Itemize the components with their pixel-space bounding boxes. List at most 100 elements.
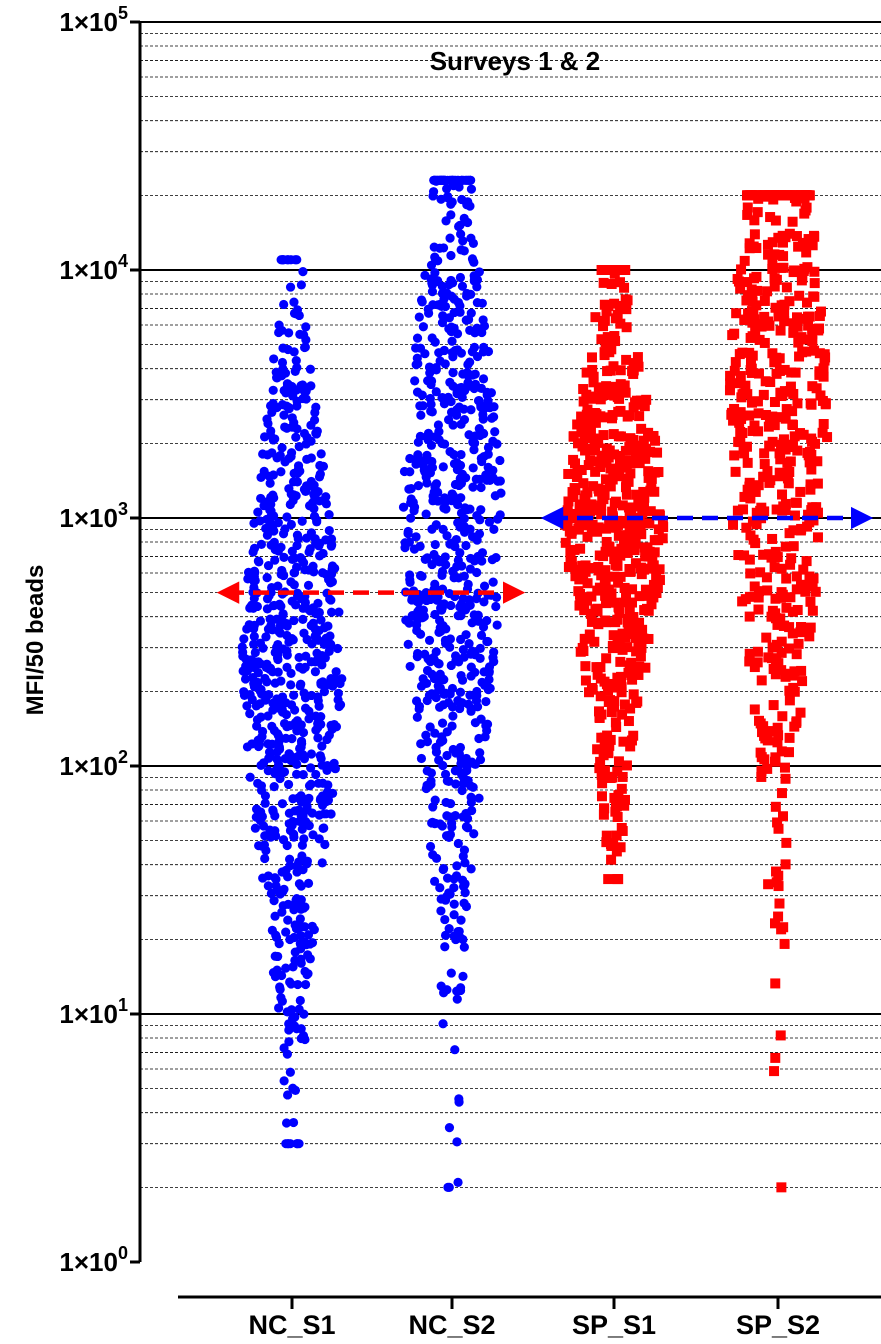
- data-point-SP_S2: [799, 208, 810, 219]
- data-point-NC_S1: [268, 398, 278, 409]
- data-point-NC_S1: [240, 674, 251, 684]
- data-point-SP_S2: [735, 371, 746, 382]
- data-point-SP_S2: [773, 823, 784, 834]
- data-point-SP_S2: [795, 707, 806, 718]
- data-point-NC_S1: [289, 580, 299, 590]
- data-point-SP_S1: [625, 566, 636, 577]
- data-point-NC_S1: [304, 714, 314, 724]
- data-point-NC_S1: [298, 664, 308, 674]
- data-point-NC_S2: [448, 368, 458, 378]
- data-point-SP_S2: [793, 337, 804, 348]
- data-point-SP_S1: [611, 830, 622, 841]
- data-point-NC_S1: [312, 515, 322, 525]
- data-point-SP_S1: [596, 791, 607, 802]
- data-point-NC_S1: [334, 607, 344, 617]
- data-point-SP_S2: [779, 762, 790, 773]
- data-point-NC_S2: [466, 797, 476, 808]
- data-point-NC_S2: [450, 345, 460, 356]
- data-point-NC_S2: [413, 437, 423, 447]
- data-point-NC_S1: [314, 834, 324, 844]
- data-point-NC_S1: [263, 739, 273, 749]
- data-point-SP_S1: [596, 450, 607, 461]
- data-point-NC_S2: [431, 387, 441, 397]
- data-point-SP_S1: [607, 546, 618, 557]
- data-point-SP_S1: [579, 433, 590, 444]
- data-point-NC_S2: [405, 453, 415, 464]
- data-point-SP_S1: [621, 760, 632, 771]
- data-point-NC_S2: [451, 409, 462, 420]
- data-point-NC_S2: [412, 652, 422, 662]
- data-point-SP_S2: [787, 606, 798, 617]
- data-point-NC_S2: [455, 602, 465, 612]
- data-point-SP_S1: [617, 825, 628, 836]
- data-point-SP_S1: [601, 653, 612, 664]
- data-point-NC_S1: [248, 672, 258, 683]
- data-point-NC_S1: [300, 922, 310, 932]
- data-point-SP_S1: [583, 460, 594, 471]
- data-point-NC_S1: [269, 354, 279, 364]
- data-point-NC_S2: [401, 615, 411, 625]
- data-point-NC_S1: [278, 529, 289, 539]
- data-point-SP_S2: [780, 541, 791, 552]
- data-point-NC_S2: [435, 737, 446, 747]
- data-point-NC_S1: [293, 979, 303, 990]
- data-point-NC_S1: [270, 911, 280, 921]
- data-point-SP_S2: [727, 330, 738, 341]
- data-point-SP_S1: [628, 531, 639, 542]
- data-point-NC_S1: [242, 701, 252, 711]
- data-point-NC_S1: [305, 954, 315, 964]
- data-point-SP_S2: [769, 357, 780, 368]
- data-point-NC_S2: [427, 559, 437, 570]
- data-point-NC_S2: [446, 396, 456, 407]
- data-point-SP_S1: [599, 576, 610, 587]
- data-point-SP_S2: [773, 881, 784, 892]
- data-point-NC_S1: [316, 615, 326, 625]
- data-point-NC_S2: [410, 376, 420, 386]
- data-point-NC_S1: [334, 701, 344, 712]
- data-point-NC_S2: [452, 1137, 462, 1147]
- data-point-SP_S1: [634, 617, 645, 628]
- data-point-NC_S2: [455, 272, 466, 283]
- data-point-SP_S1: [619, 794, 630, 805]
- data-point-NC_S2: [426, 406, 436, 416]
- data-point-SP_S2: [793, 313, 804, 324]
- data-point-NC_S1: [282, 630, 292, 641]
- data-point-SP_S2: [780, 671, 791, 682]
- data-point-SP_S2: [750, 538, 761, 549]
- data-point-SP_S1: [609, 554, 620, 565]
- data-point-SP_S1: [621, 489, 632, 500]
- data-point-NC_S1: [268, 968, 279, 978]
- data-point-SP_S1: [601, 593, 612, 604]
- data-point-NC_S2: [487, 413, 497, 423]
- data-point-SP_S1: [615, 318, 626, 329]
- data-point-NC_S2: [450, 811, 460, 821]
- data-point-NC_S1: [304, 605, 314, 615]
- data-point-SP_S2: [776, 412, 787, 423]
- data-point-NC_S1: [298, 865, 308, 875]
- data-point-SP_S2: [787, 406, 798, 417]
- data-point-SP_S1: [572, 419, 583, 430]
- data-point-NC_S2: [479, 321, 490, 331]
- data-point-NC_S1: [288, 1083, 298, 1093]
- data-point-NC_S1: [277, 692, 288, 702]
- data-point-NC_S1: [307, 921, 317, 931]
- data-point-SP_S2: [755, 718, 766, 729]
- data-point-NC_S1: [279, 410, 289, 420]
- data-point-NC_S2: [437, 318, 448, 328]
- data-point-NC_S2: [416, 753, 427, 764]
- data-point-SP_S2: [738, 388, 749, 399]
- data-point-NC_S2: [479, 667, 489, 677]
- data-points: [237, 175, 833, 1193]
- data-point-SP_S1: [646, 479, 657, 490]
- data-point-SP_S2: [773, 658, 784, 669]
- data-point-SP_S1: [593, 617, 604, 628]
- data-point-SP_S1: [574, 574, 585, 585]
- data-point-NC_S1: [273, 639, 283, 650]
- data-point-SP_S2: [775, 454, 786, 465]
- data-point-SP_S1: [596, 334, 607, 345]
- data-point-SP_S1: [635, 399, 646, 410]
- data-point-NC_S2: [483, 636, 493, 647]
- data-point-SP_S1: [597, 778, 608, 789]
- data-point-SP_S2: [745, 568, 756, 579]
- data-point-SP_S2: [772, 619, 783, 630]
